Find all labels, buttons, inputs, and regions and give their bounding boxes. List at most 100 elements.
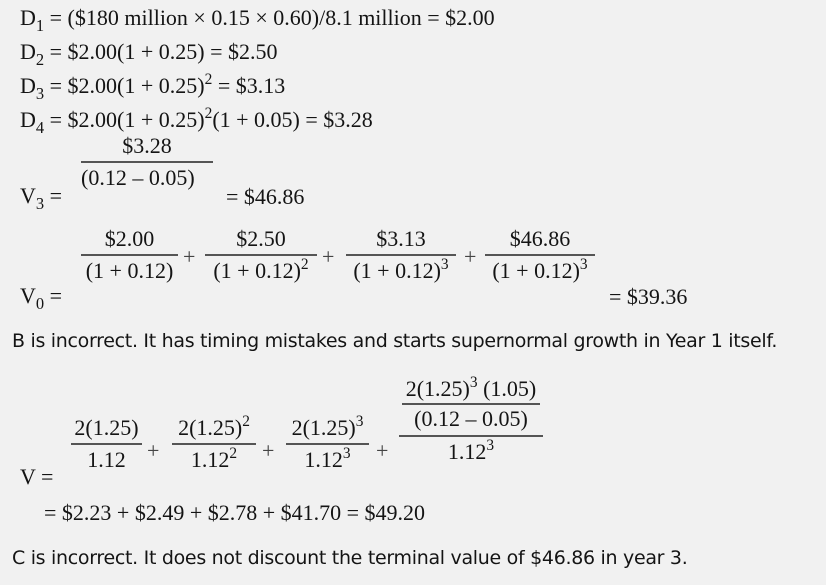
v3-numerator: $3.28 (122, 133, 172, 158)
d1-expression: = ($180 million × 0.15 × 0.60)/8.1 milli… (44, 5, 495, 30)
d4-expression-b: (1 + 0.05) = $3.28 (212, 107, 373, 132)
fraction-bar (346, 254, 456, 256)
explanation-c: C is incorrect. It does not discount the… (12, 547, 688, 569)
plus-sign: + (183, 244, 196, 269)
v0-term-2-denominator: (1 + 0.12)2 (205, 255, 317, 284)
v-alt-term-1-numerator: 2(1.25) (71, 415, 142, 441)
denominator-base: 1.12 (447, 439, 487, 464)
dividend-d3-line: D3 = $2.00(1 + 0.25)2 = $3.13 (20, 70, 286, 102)
v0-term-3-numerator: $3.13 (376, 226, 426, 251)
numerator-exponent: 2 (242, 412, 250, 430)
denominator-exponent: 2 (300, 255, 309, 273)
fraction-bar (205, 254, 317, 256)
d1-label: D (20, 5, 36, 30)
v0-term-2-numerator: $2.50 (236, 226, 286, 251)
d3-expression-b: = $3.13 (212, 73, 286, 98)
v-alt-term-2: 2(1.25)2 1.122 (172, 412, 256, 473)
explanation-b: B is incorrect. It has timing mistakes a… (12, 330, 778, 352)
v0-term-3: $3.13 (1 + 0.12)3 (346, 226, 456, 284)
inner-numerator-base: 2(1.25) (405, 376, 470, 401)
v-alt-term-1: 2(1.25) 1.12 (71, 415, 142, 473)
inner-numerator-growth: (1.05) (483, 376, 537, 401)
denominator-base: (1 + 0.12) (85, 258, 174, 283)
fraction-bar (485, 254, 595, 256)
v0-letter: V (20, 283, 36, 308)
numerator-base: 2(1.25) (291, 415, 356, 440)
dividend-d4-line: D4 = $2.00(1 + 0.25)2(1 + 0.05) = $3.28 (20, 104, 373, 136)
denominator-exponent: 3 (486, 436, 495, 454)
v-alt-term-3-denominator: 1.123 (286, 444, 369, 473)
v0-term-4-numerator: $46.86 (509, 226, 571, 251)
v-alt-term-2-numerator: 2(1.25)2 (172, 412, 256, 441)
dividend-d2-line: D2 = $2.00(1 + 0.25) = $2.50 (20, 39, 278, 68)
v-alt-term-1-denominator: 1.12 (71, 447, 142, 473)
v-alt-term-3-numerator: 2(1.25)3 (286, 412, 369, 441)
v3-equals: = (44, 183, 63, 208)
terminal-inner-numerator: 2(1.25)3 (1.05) (399, 373, 543, 402)
v0-term-4-denominator: (1 + 0.12)3 (485, 255, 595, 284)
v0-term-3-denominator: (1 + 0.12)3 (346, 255, 456, 284)
inner-fraction-bar (402, 403, 540, 405)
terminal-outer-denominator: 1.123 (399, 436, 543, 465)
v0-term-1-numerator: $2.00 (104, 226, 155, 251)
v0-term-1: $2.00 (1 + 0.12) (81, 226, 178, 284)
numerator-base: 2(1.25) (74, 415, 139, 440)
fraction-bar (71, 443, 142, 445)
v0-result: = $39.36 (609, 284, 688, 309)
numerator-base: 2(1.25) (178, 415, 243, 440)
plus-sign: + (464, 244, 477, 269)
denominator-base: (1 + 0.12) (213, 258, 301, 283)
v3-denominator: (0.12 – 0.05) (81, 165, 195, 190)
denominator-base: (1 + 0.12) (353, 258, 441, 283)
v3-fraction: $3.28 (0.12 – 0.05) (81, 133, 213, 191)
v3-label: V3 = (20, 183, 63, 212)
d1-subscript: 1 (35, 15, 45, 35)
d4-exponent: 2 (204, 104, 213, 122)
d3-subscript: 3 (35, 83, 45, 103)
v0-term-1-denominator: (1 + 0.12) (81, 258, 178, 284)
d3-expression-a: = $2.00(1 + 0.25) (44, 73, 205, 98)
d4-label: D (20, 107, 36, 132)
v-alt-term-3: 2(1.25)3 1.123 (286, 412, 369, 473)
v0-term-4: $46.86 (1 + 0.12)3 (485, 226, 595, 284)
denominator-base: 1.12 (190, 447, 230, 472)
denominator-base: 1.12 (87, 447, 126, 472)
v3-letter: V (20, 183, 36, 208)
v0-equals: = (44, 283, 63, 308)
d3-exponent: 2 (204, 70, 213, 88)
denominator-base: 1.12 (304, 447, 343, 472)
fraction-bar (286, 443, 369, 445)
plus-sign: + (147, 438, 160, 463)
v3-result: = $46.86 (226, 184, 305, 209)
fraction-bar (81, 254, 178, 256)
plus-sign: + (322, 244, 335, 269)
v0-subscript: 0 (35, 293, 45, 313)
fraction-bar (172, 443, 256, 445)
v0-term-2: $2.50 (1 + 0.12)2 (205, 226, 317, 284)
terminal-inner-denominator: (0.12 – 0.05) (414, 406, 528, 431)
denominator-exponent: 3 (342, 444, 351, 462)
fraction-bar (81, 161, 213, 163)
d2-subscript: 2 (35, 49, 45, 69)
denominator-exponent: 3 (440, 255, 449, 273)
d2-expression: = $2.00(1 + 0.25) = $2.50 (44, 39, 278, 64)
v-alt-term-2-denominator: 1.122 (172, 444, 256, 473)
denominator-exponent: 3 (579, 255, 588, 273)
outer-fraction-bar (399, 435, 543, 437)
d3-label: D (20, 73, 36, 98)
v-alt-sum-line: = $2.23 + $2.49 + $2.78 + $41.70 = $49.2… (44, 500, 426, 525)
d4-subscript: 4 (35, 117, 45, 137)
d4-expression-a: = $2.00(1 + 0.25) (44, 107, 205, 132)
denominator-base: (1 + 0.12) (492, 258, 580, 283)
plus-sign: + (376, 438, 389, 463)
v0-label: V0 = (20, 283, 63, 312)
dividend-d1-line: D1 = ($180 million × 0.15 × 0.60)/8.1 mi… (20, 5, 495, 34)
inner-numerator-exponent: 3 (469, 373, 478, 391)
v-alt-terminal-term: 2(1.25)3 (1.05) (0.12 – 0.05) 1.123 (399, 373, 543, 465)
denominator-exponent: 2 (229, 444, 238, 462)
d2-label: D (20, 39, 36, 64)
v-alt-label: V = (20, 464, 54, 489)
numerator-exponent: 3 (355, 412, 364, 430)
plus-sign: + (262, 438, 275, 463)
v3-subscript: 3 (35, 193, 45, 213)
